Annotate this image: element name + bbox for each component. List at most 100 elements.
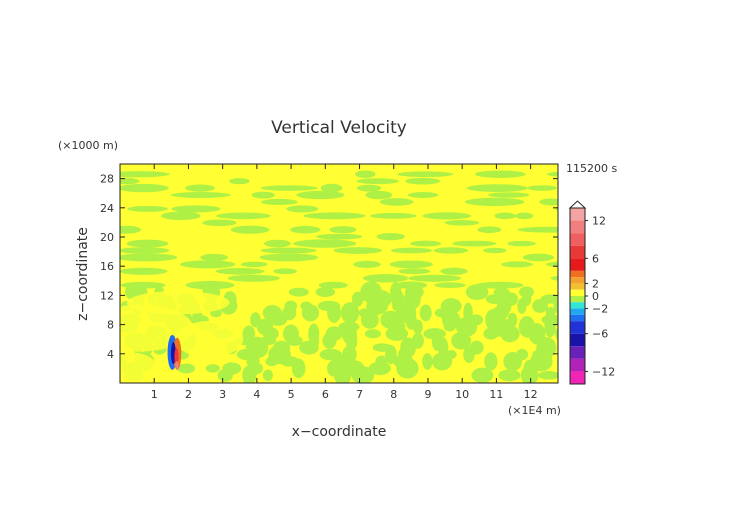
negative-velocity-cell (422, 353, 433, 370)
negative-velocity-cell (318, 281, 348, 289)
negative-velocity-cell (432, 352, 453, 371)
colorbar-tick-label: 2 (592, 277, 599, 290)
y-tick-label: 12 (100, 289, 114, 302)
negative-velocity-cell (293, 239, 357, 248)
negative-velocity-cell (440, 267, 468, 275)
negative-velocity-cell (334, 365, 352, 383)
negative-velocity-cell (539, 198, 558, 206)
x-tick-label: 9 (424, 388, 431, 401)
x-tick-label: 4 (253, 388, 260, 401)
negative-velocity-cell (351, 366, 375, 383)
negative-velocity-cell (493, 287, 510, 297)
negative-velocity-cell (368, 361, 391, 376)
negative-velocity-cell (126, 239, 169, 248)
negative-velocity-cell (227, 274, 280, 282)
negative-velocity-cell (474, 170, 526, 178)
negative-velocity-cell (455, 316, 478, 337)
colorbar-level (570, 258, 585, 271)
negative-velocity-cell (398, 268, 431, 275)
y-unit-label: (×1000 m) (58, 139, 118, 152)
negative-velocity-cell (464, 197, 525, 207)
negative-velocity-cell (291, 358, 306, 379)
negative-velocity-cell (260, 185, 318, 191)
negative-velocity-cell (407, 192, 439, 199)
colorbar-extend-arrow (568, 200, 587, 209)
colorbar-level (570, 208, 585, 221)
negative-velocity-cell (120, 183, 169, 193)
negative-velocity-cell (465, 284, 489, 300)
negative-velocity-cell (517, 298, 527, 314)
negative-velocity-cell (397, 171, 454, 178)
negative-velocity-cell (520, 365, 539, 383)
negative-velocity-cell (200, 253, 228, 262)
colorbar-level (570, 289, 585, 296)
negative-velocity-cell (259, 253, 319, 262)
negative-velocity-cell (286, 205, 319, 213)
negative-velocity-cell (120, 247, 170, 254)
negative-velocity-cell (561, 321, 571, 333)
colorbar-level (570, 314, 585, 322)
negative-velocity-cell (532, 299, 549, 313)
negative-velocity-cell (179, 260, 236, 269)
negative-velocity-cell (299, 340, 319, 355)
negative-velocity-cell (362, 274, 409, 283)
negative-velocity-cell (471, 367, 494, 383)
negative-velocity-cell (320, 183, 343, 193)
negative-velocity-cell (160, 211, 201, 221)
colorbar-level (570, 270, 585, 278)
negative-velocity-cell (451, 331, 472, 350)
colorbar-level (570, 245, 585, 259)
negative-velocity-cell (550, 275, 558, 281)
negative-velocity-cell (260, 247, 317, 254)
x-tick-label: 5 (288, 388, 295, 401)
velocity-field (120, 170, 571, 383)
negative-velocity-cell (463, 346, 475, 363)
colorbar-tick-label: 12 (592, 215, 606, 228)
negative-velocity-cell (185, 184, 215, 192)
negative-velocity-cell (546, 171, 558, 177)
x-tick-label: 8 (390, 388, 397, 401)
y-tick-label: 20 (100, 231, 114, 244)
colorbar-level (570, 296, 585, 303)
colorbar-level (570, 283, 585, 290)
negative-velocity-cell (507, 240, 536, 247)
negative-velocity-cell (356, 184, 382, 192)
negative-velocity-cell (370, 212, 417, 219)
velocity-core-contour (174, 347, 179, 366)
positive-velocity-cell (174, 320, 244, 358)
y-tick-label: 16 (100, 260, 114, 273)
y-tick-label: 4 (107, 348, 114, 361)
negative-velocity-cell (120, 267, 168, 275)
positive-velocity-cell (120, 352, 158, 383)
colorbar-level (570, 302, 585, 309)
negative-velocity-cell (500, 325, 520, 343)
negative-velocity-cell (215, 268, 265, 275)
negative-velocity-cell (466, 184, 528, 192)
negative-velocity-cell (217, 368, 233, 382)
negative-velocity-cell (286, 335, 303, 346)
negative-velocity-cell (262, 369, 274, 382)
x-tick-label: 6 (322, 388, 329, 401)
colorbar-level (570, 321, 585, 334)
x-axis-ticks: 1 2 3 4 5 6 7 8 9 10 11 12 (151, 164, 538, 401)
negative-velocity-cell (443, 322, 456, 332)
negative-velocity-cell (289, 225, 321, 234)
colorbar-level (570, 346, 585, 359)
negative-velocity-cell (410, 240, 442, 247)
colorbar-level (570, 371, 585, 384)
negative-velocity-cell (288, 287, 309, 297)
negative-velocity-cell (475, 281, 524, 289)
negative-velocity-cell (340, 302, 360, 324)
x-tick-label: 12 (524, 388, 538, 401)
negative-velocity-cell (202, 219, 237, 227)
negative-velocity-cell (230, 225, 270, 234)
colorbar: 12 6 20−2 −6 −12 (568, 200, 615, 385)
negative-velocity-cell (494, 212, 516, 220)
negative-velocity-cell (177, 363, 196, 374)
negative-velocity-cell (353, 260, 381, 268)
negative-velocity-cell (269, 313, 288, 326)
negative-velocity-cell (242, 365, 257, 383)
time-label: 115200 s (566, 162, 617, 175)
colorbar-level (570, 333, 585, 347)
